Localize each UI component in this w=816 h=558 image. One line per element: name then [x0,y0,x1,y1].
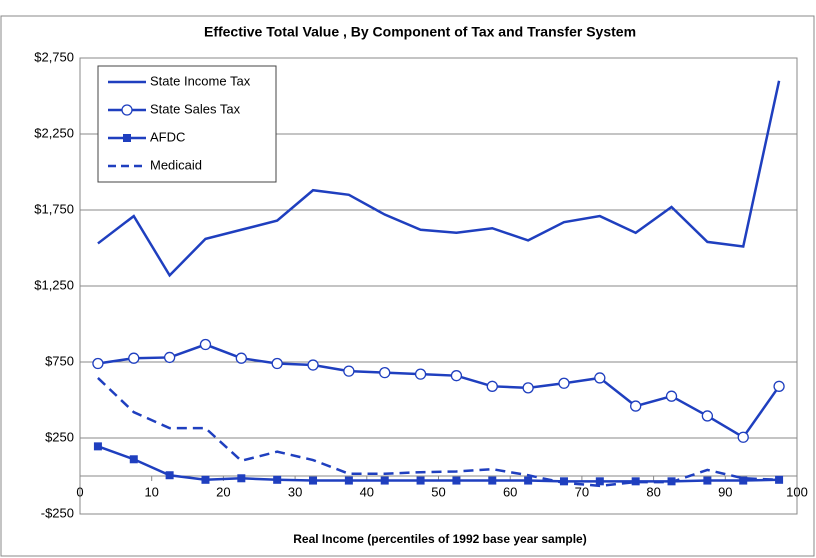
x-tick-label: 40 [360,484,374,499]
point [199,338,212,351]
point [631,477,640,486]
x-tick-label: 20 [216,484,230,499]
x-tick-label: 70 [575,484,589,499]
legend-label: State Income Tax [150,73,251,88]
point [93,442,102,451]
point [486,380,498,392]
point [558,377,570,389]
point [452,476,461,485]
y-tick-label: $1,250 [34,277,74,292]
legend-label: State Sales Tax [150,101,241,116]
series-line [97,343,781,439]
x-tick-label: 80 [646,484,660,499]
point [201,475,210,484]
point [665,390,678,402]
point [128,352,140,364]
point [343,365,355,377]
point [237,474,246,483]
y-tick-label: $750 [45,353,74,368]
point [524,476,533,485]
x-tick-label: 50 [431,484,445,499]
legend-label: AFDC [150,129,185,144]
point [595,477,604,486]
point [488,476,497,485]
y-tick-label: $2,250 [34,125,74,140]
series-line [97,80,781,278]
point [739,476,748,485]
x-tick-label: 90 [718,484,732,499]
point [522,382,534,394]
series-line [97,377,780,488]
point [630,400,642,412]
point [129,455,138,464]
point [163,351,176,364]
point [379,366,391,379]
point [92,357,104,370]
legend-label: Medicaid [150,157,202,172]
y-tick-label: $2,750 [34,49,74,64]
y-tick-label: $1,750 [34,201,74,216]
point [594,372,606,384]
x-tick-label: 10 [144,484,158,499]
point [450,370,463,382]
y-tick-label: $250 [45,429,74,444]
point [271,357,283,370]
point [416,476,425,485]
point [414,368,427,380]
legend-marker [121,104,133,116]
y-tick-label: -$250 [41,505,74,520]
legend-marker [123,134,131,142]
x-tick-label: 0 [76,484,83,499]
chart-title: Effective Total Value , By Component of … [204,24,636,40]
point [773,380,785,392]
point [165,471,174,480]
point [737,431,749,443]
point [701,410,714,422]
x-tick-label: 60 [503,484,517,499]
point [703,476,712,485]
series-line [97,445,780,483]
point [309,476,318,485]
legend-box [97,65,277,183]
point [273,475,282,484]
point [235,352,247,364]
x-axis-label: Real Income (percentiles of 1992 base ye… [293,532,586,546]
point [380,476,389,485]
point [344,476,353,485]
point [307,359,319,371]
point [559,477,568,486]
x-tick-label: 30 [288,484,302,499]
x-tick-label: 100 [786,484,808,499]
